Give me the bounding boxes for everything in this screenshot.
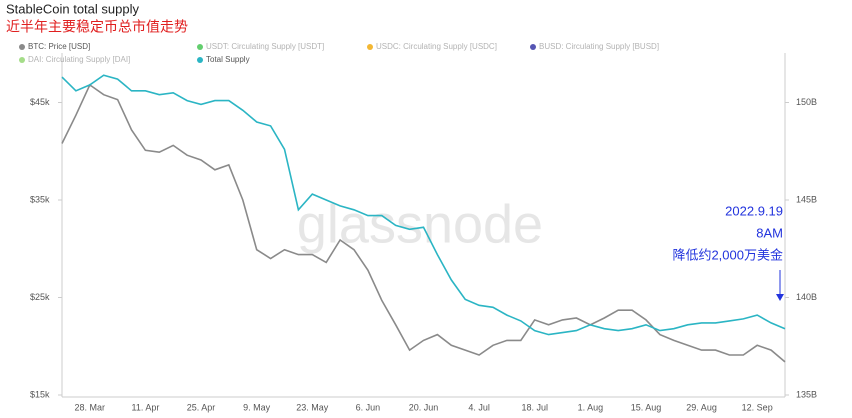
y2-tick-label: 140B — [796, 292, 817, 302]
x-tick-label: 12. Sep — [742, 402, 773, 412]
annotation: 8AM — [756, 225, 783, 240]
annotation-arrowhead — [776, 294, 784, 301]
legend-label: USDC: Circulating Supply [USDC] — [376, 42, 497, 51]
y-tick-label: $45k — [30, 97, 50, 107]
x-tick-label: 28. Mar — [75, 402, 106, 412]
chart-title: StableCoin total supply — [6, 1, 139, 16]
x-tick-label: 4. Jul — [468, 402, 490, 412]
series-line — [61, 74, 786, 336]
legend-label: DAI: Circulating Supply [DAI] — [28, 55, 130, 64]
chart-subtitle: 近半年主要稳定币总市值走势 — [6, 19, 188, 35]
y2-tick-label: 145B — [796, 194, 817, 204]
y-tick-label: $15k — [30, 389, 50, 399]
legend-label: Total Supply — [206, 55, 250, 64]
x-tick-label: 25. Apr — [187, 402, 216, 412]
x-tick-label: 20. Jun — [409, 402, 439, 412]
x-tick-label: 1. Aug — [578, 402, 604, 412]
annotation: 降低约2,000万美金 — [672, 247, 783, 262]
legend-label: USDT: Circulating Supply [USDT] — [206, 42, 324, 51]
y2-tick-label: 135B — [796, 389, 817, 399]
series-line — [61, 83, 786, 363]
y-tick-label: $25k — [30, 292, 50, 302]
legend-marker — [197, 44, 203, 50]
y-tick-label: $35k — [30, 194, 50, 204]
legend-marker — [367, 44, 373, 50]
x-tick-label: 15. Aug — [631, 402, 662, 412]
legend-label: BTC: Price [USD] — [28, 42, 90, 51]
x-tick-label: 29. Aug — [686, 402, 717, 412]
legend-label: BUSD: Circulating Supply [BUSD] — [539, 42, 659, 51]
legend-marker — [530, 44, 536, 50]
legend-marker — [197, 57, 203, 63]
y2-tick-label: 150B — [796, 97, 817, 107]
legend-marker — [19, 44, 25, 50]
x-tick-label: 6. Jun — [356, 402, 381, 412]
x-tick-label: 18. Jul — [521, 402, 548, 412]
annotation: 2022.9.19 — [725, 203, 783, 218]
legend-marker — [19, 57, 25, 63]
x-tick-label: 9. May — [243, 402, 271, 412]
x-tick-label: 23. May — [296, 402, 329, 412]
x-tick-label: 11. Apr — [131, 402, 159, 412]
